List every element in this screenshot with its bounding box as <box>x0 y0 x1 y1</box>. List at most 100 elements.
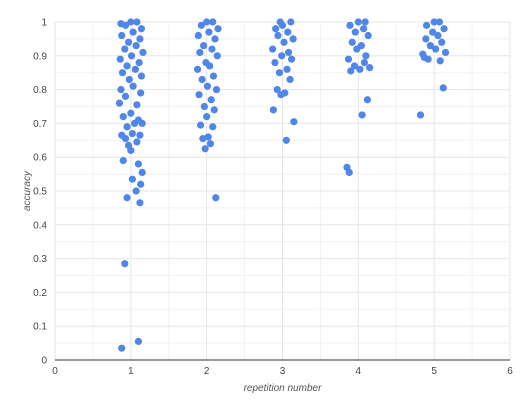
data-point <box>136 199 144 207</box>
y-tick-label: 0.2 <box>33 288 47 299</box>
data-point <box>200 42 208 50</box>
data-point <box>436 57 444 65</box>
data-point <box>137 180 145 188</box>
data-point <box>194 31 202 40</box>
y-tick-label: 0.6 <box>33 153 47 164</box>
y-tick-label: 0.7 <box>33 119 47 130</box>
y-tick-label: 0.9 <box>33 51 47 62</box>
data-point <box>124 38 133 46</box>
data-point <box>422 35 430 43</box>
data-point <box>139 48 147 57</box>
data-point <box>137 72 146 80</box>
data-point <box>207 96 215 104</box>
data-point <box>366 64 374 72</box>
data-point <box>132 187 140 195</box>
data-point <box>134 116 143 124</box>
data-point <box>129 82 137 90</box>
data-point <box>203 82 212 90</box>
data-point <box>127 18 135 26</box>
data-point <box>205 28 213 36</box>
data-point <box>204 133 212 141</box>
data-point <box>200 102 208 111</box>
data-point <box>133 101 141 109</box>
data-point <box>208 45 216 53</box>
data-point <box>136 131 144 139</box>
data-point <box>289 35 297 43</box>
y-tick-label: 0.1 <box>33 322 47 333</box>
data-point <box>116 55 124 63</box>
data-point <box>356 65 364 73</box>
data-point <box>121 92 130 100</box>
data-point <box>196 48 204 57</box>
data-point <box>197 121 205 129</box>
data-point <box>362 52 370 60</box>
data-point <box>213 52 221 60</box>
data-point <box>203 18 211 26</box>
data-point <box>360 25 368 33</box>
data-point <box>131 65 139 73</box>
data-point <box>125 75 133 84</box>
data-point <box>137 89 145 97</box>
data-point <box>129 28 137 36</box>
data-point <box>345 168 353 177</box>
x-axis-title: repetition number <box>244 383 322 394</box>
y-tick-label: 0.5 <box>33 187 47 198</box>
data-point <box>209 123 217 131</box>
data-point <box>430 18 438 26</box>
data-point <box>357 42 365 50</box>
data-point <box>193 65 202 73</box>
data-point <box>283 65 291 73</box>
data-point <box>438 38 446 46</box>
x-tick-label: 0 <box>52 366 58 377</box>
data-point <box>195 91 203 99</box>
data-point <box>118 69 127 77</box>
data-point <box>435 18 444 26</box>
data-point <box>115 99 124 107</box>
x-tick-label: 1 <box>128 366 134 377</box>
data-point <box>288 55 296 63</box>
data-point <box>119 156 127 165</box>
data-point <box>201 145 209 153</box>
data-point <box>278 52 286 60</box>
data-point <box>121 260 129 268</box>
data-point <box>198 75 206 84</box>
data-point <box>137 25 146 33</box>
data-point <box>118 344 126 352</box>
data-point <box>134 160 143 168</box>
data-point <box>212 194 220 202</box>
data-points <box>115 18 450 352</box>
y-tick-label: 0.8 <box>33 85 47 96</box>
data-point <box>284 28 292 36</box>
data-point <box>135 58 143 67</box>
data-point <box>282 136 290 144</box>
data-point <box>424 55 432 63</box>
data-point <box>210 106 218 114</box>
data-point <box>117 20 125 28</box>
x-tick-label: 4 <box>356 366 362 377</box>
data-point <box>123 123 131 131</box>
data-point <box>118 31 126 40</box>
data-point <box>344 55 353 63</box>
data-point <box>416 111 425 119</box>
y-axis-title: accuracy <box>22 170 33 211</box>
data-point <box>127 52 136 60</box>
data-point <box>351 28 359 36</box>
y-tick-label: 0.3 <box>33 254 47 265</box>
data-point <box>119 113 127 121</box>
data-point <box>197 21 205 29</box>
data-point <box>276 18 284 26</box>
y-axis-tick-labels: 0 0.1 0.2 0.3 0.4 0.5 0.6 0.7 0.8 0.9 1 <box>33 18 47 367</box>
data-point <box>133 18 141 26</box>
data-point <box>440 25 448 33</box>
data-point <box>363 96 372 104</box>
data-point <box>347 67 355 75</box>
x-tick-label: 6 <box>507 366 513 377</box>
data-point <box>206 140 215 148</box>
x-tick-label: 5 <box>431 366 437 377</box>
data-point <box>286 75 294 84</box>
data-point <box>364 31 372 40</box>
data-point <box>275 69 284 77</box>
data-point <box>281 89 289 97</box>
data-point <box>138 168 146 177</box>
data-point <box>132 42 140 50</box>
